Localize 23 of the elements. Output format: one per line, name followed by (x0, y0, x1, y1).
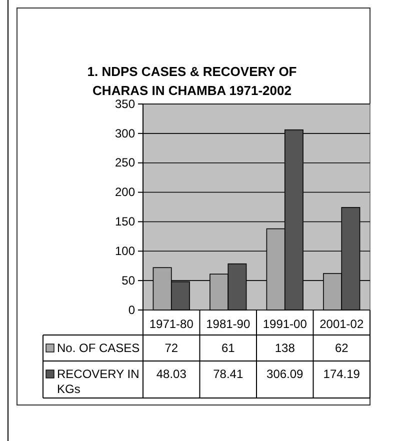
data-label: 62 (334, 341, 349, 355)
data-label: 174.19 (323, 367, 360, 381)
y-tick-label: 250 (114, 156, 136, 170)
x-tick-label: 1991-00 (262, 317, 308, 331)
data-label: 61 (221, 341, 236, 355)
y-tick-label: 100 (114, 244, 136, 258)
data-label: 72 (164, 341, 178, 355)
legend-label: RECOVERY IN KGs (57, 367, 140, 396)
x-tick-label: 2001-02 (320, 317, 364, 331)
y-tick-label: 150 (114, 214, 136, 229)
x-tick-label: 1981-90 (206, 317, 250, 331)
y-tick-label: 350 (114, 96, 136, 111)
x-tick-label: 1971-80 (149, 317, 194, 331)
data-label: 306.09 (266, 367, 304, 381)
data-label: 78.41 (213, 367, 244, 381)
chart-title: 1. NDPS CASES & RECOVERY OF CHARAS IN CHAMBA 1971-2002 (87, 64, 297, 98)
data-label: 138 (274, 341, 296, 355)
y-tick-label: 0 (128, 302, 136, 317)
data-label: 48.03 (156, 367, 187, 381)
y-tick-label: 300 (114, 126, 136, 140)
legend-label: No. OF CASES (57, 341, 140, 355)
y-tick-label: 50 (122, 273, 136, 288)
y-tick-label: 200 (114, 185, 136, 200)
